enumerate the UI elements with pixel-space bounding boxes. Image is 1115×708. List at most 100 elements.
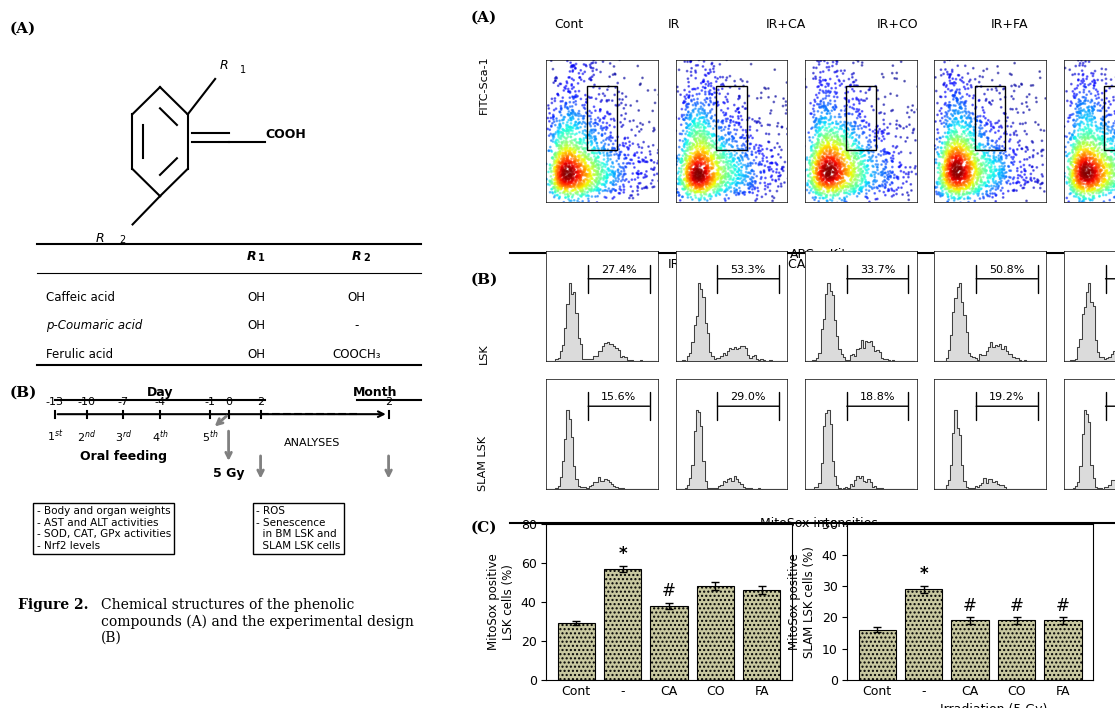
Point (583, 57, 601, 69)
Point (830, 148, 847, 159)
Point (950, 148, 968, 159)
Point (1073, 152, 1090, 163)
Point (706, 176, 724, 188)
Point (574, 143, 592, 154)
Point (982, 161, 1000, 172)
Point (934, 174, 952, 185)
Point (1086, 167, 1104, 178)
Point (680, 153, 698, 164)
Point (966, 142, 983, 153)
Point (1066, 150, 1084, 161)
Point (793, 155, 811, 166)
Point (796, 169, 814, 181)
Point (687, 147, 705, 159)
Point (1069, 138, 1087, 149)
Point (823, 153, 841, 164)
Point (822, 175, 840, 186)
Point (950, 158, 968, 169)
Point (678, 89, 696, 101)
Point (687, 133, 705, 144)
Point (595, 113, 613, 124)
Point (593, 179, 611, 190)
Point (976, 165, 993, 176)
Point (560, 105, 578, 117)
Point (731, 155, 749, 166)
Point (680, 130, 698, 141)
Point (1101, 167, 1115, 178)
Point (687, 152, 705, 164)
Point (1082, 139, 1099, 151)
Point (690, 150, 708, 161)
Point (943, 134, 961, 145)
Point (939, 132, 957, 143)
Point (582, 156, 600, 168)
Point (855, 127, 873, 138)
Point (655, 135, 672, 146)
Text: R: R (246, 250, 256, 263)
Point (688, 164, 706, 175)
Point (1084, 136, 1102, 147)
Point (864, 158, 882, 169)
Point (947, 132, 964, 144)
Point (1075, 154, 1093, 165)
Point (832, 182, 850, 193)
Point (547, 137, 565, 149)
Point (808, 137, 826, 149)
Point (573, 53, 591, 64)
Point (1103, 167, 1115, 178)
Point (954, 180, 972, 191)
Point (990, 133, 1008, 144)
Point (549, 161, 566, 173)
Point (1096, 147, 1114, 159)
Point (688, 141, 706, 152)
Point (697, 159, 715, 170)
Point (947, 172, 964, 183)
Point (689, 105, 707, 117)
Point (988, 139, 1006, 151)
Point (833, 176, 851, 187)
Point (605, 149, 623, 160)
Point (551, 145, 569, 156)
Point (546, 137, 564, 148)
Point (961, 164, 979, 175)
Point (737, 142, 755, 153)
Point (1086, 166, 1104, 177)
Point (813, 136, 831, 147)
Point (951, 161, 969, 173)
Point (572, 185, 590, 197)
Point (1085, 156, 1103, 167)
Point (849, 170, 866, 181)
Point (1112, 193, 1115, 204)
Point (663, 147, 681, 158)
Point (686, 174, 704, 185)
Point (691, 141, 709, 152)
Point (542, 135, 560, 147)
Point (705, 153, 723, 164)
Point (551, 115, 569, 127)
Point (717, 168, 735, 179)
Point (682, 158, 700, 169)
Point (588, 93, 605, 105)
Point (685, 115, 702, 127)
Point (795, 140, 813, 152)
Point (564, 108, 582, 120)
Point (739, 145, 757, 156)
Point (729, 173, 747, 184)
Point (893, 182, 911, 193)
Point (778, 128, 796, 139)
Point (818, 141, 836, 152)
Point (547, 169, 565, 180)
Point (553, 129, 571, 140)
Point (558, 167, 575, 178)
Point (837, 188, 855, 199)
Point (874, 181, 892, 192)
Point (730, 169, 748, 180)
Point (576, 188, 594, 200)
Point (566, 185, 584, 196)
Point (571, 127, 589, 138)
Bar (744, 590, 780, 680)
Point (991, 163, 1009, 174)
Point (546, 172, 564, 183)
Point (946, 142, 963, 154)
Point (946, 144, 963, 155)
